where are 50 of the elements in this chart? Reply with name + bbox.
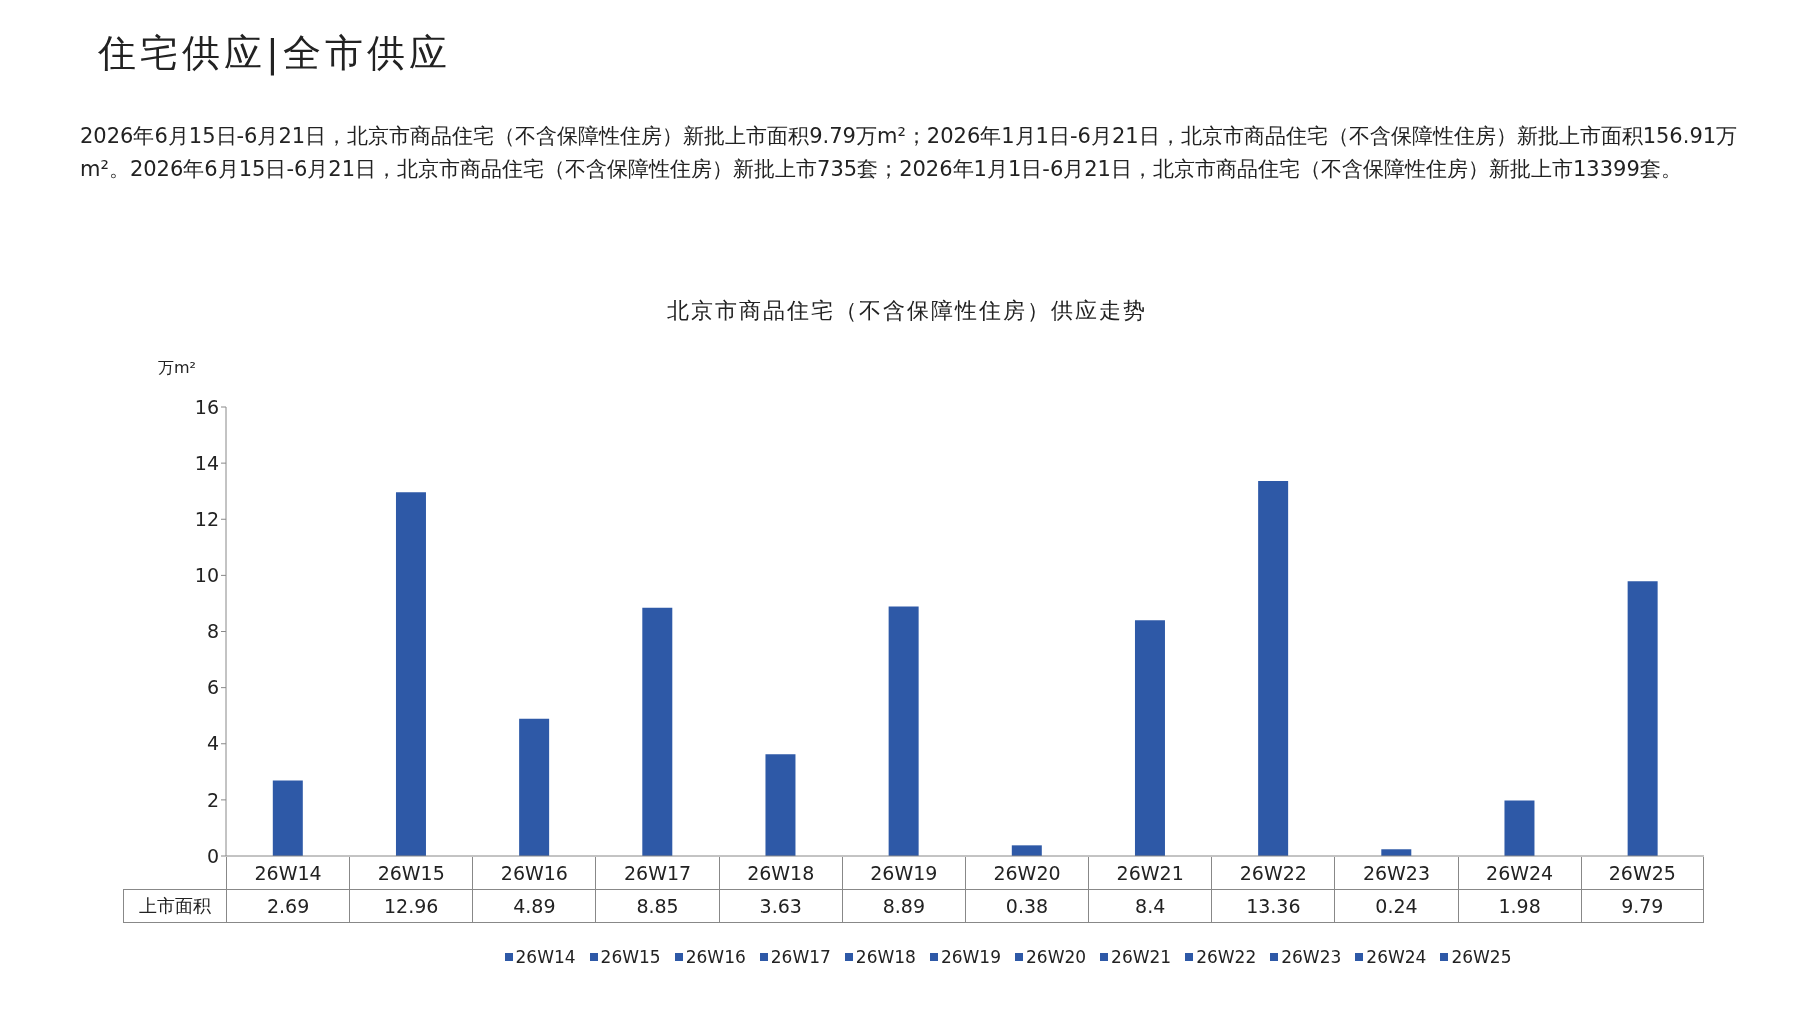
x-tick-label: 26W21 [1088, 857, 1212, 889]
category-label: 26W20 [1026, 947, 1087, 967]
data-label: 0.24 [1334, 889, 1458, 923]
x-tick-label: 26W14 [226, 857, 350, 889]
x-tick-label: 26W16 [472, 857, 596, 889]
category-label: 26W22 [1196, 947, 1257, 967]
data-label: 13.36 [1211, 889, 1335, 923]
category-label: 26W21 [1111, 947, 1172, 967]
data-label: 3.63 [718, 889, 842, 923]
y-tick-label: 10 [194, 564, 219, 587]
category-label: 26W19 [940, 947, 1001, 967]
x-tick-label: 26W15 [349, 857, 473, 889]
data-label: 8.85 [595, 889, 719, 923]
text: 上市面积 [123, 889, 226, 923]
y-tick-label: 8 [206, 620, 219, 643]
data-label: 8.89 [841, 889, 965, 923]
data-label: 0.38 [964, 889, 1089, 923]
category-label: 26W14 [515, 947, 576, 967]
data-label: 4.89 [472, 889, 596, 923]
chart-title: 住宅供应|全市供应 [98, 30, 451, 78]
category-label: 26W17 [770, 947, 831, 967]
data-label: 8.4 [1088, 889, 1212, 923]
x-tick-label: 26W25 [1580, 857, 1704, 889]
y-tick-label: 6 [206, 676, 219, 699]
x-tick-label: 26W23 [1334, 857, 1458, 889]
category-label: 26W16 [685, 947, 746, 967]
data-label: 1.98 [1457, 889, 1581, 923]
y-axis-title: 万m² [158, 358, 196, 379]
y-tick-label: 14 [194, 451, 219, 474]
text: 北京市商品住宅（不含保障性住房）供应走势 [665, 297, 1148, 325]
data-label: 12.96 [349, 889, 473, 923]
x-tick-label: 26W18 [718, 857, 842, 889]
category-label: 26W25 [1451, 947, 1512, 967]
x-tick-label: 26W22 [1211, 857, 1335, 889]
category-label: 26W24 [1366, 947, 1427, 967]
y-tick-label: 2 [206, 788, 219, 811]
y-tick-label: 12 [194, 507, 219, 530]
x-tick-label: 26W19 [841, 857, 965, 889]
data-label: 2.69 [226, 889, 350, 923]
x-tick-label: 26W20 [964, 857, 1089, 889]
category-label: 26W18 [855, 947, 916, 967]
y-tick-label: 0 [206, 844, 219, 867]
y-tick-label: 16 [194, 395, 219, 418]
category-label: 26W15 [600, 947, 661, 967]
category-label: 26W23 [1281, 947, 1342, 967]
chart-subtitle: 2026年6月15日-6月21日，北京市商品住宅（不含保障性住房）新批上市面积9.79万m²；2026年1月1日-6月21日，北京市商品住宅（不含保障性住房）新批上市面积156.91万m²。2026年6月15日-6月21日，北京市商品住宅（不含保障性住房）新批上市735套；2026年1月1日-6月21日，北京市商品住宅（不含保障性住房）新批上市13399套。 [80, 123, 1739, 183]
x-tick-label: 26W24 [1457, 857, 1581, 889]
x-tick-label: 26W17 [595, 857, 719, 889]
data-label: 9.79 [1580, 889, 1704, 923]
y-tick-label: 4 [206, 732, 219, 755]
